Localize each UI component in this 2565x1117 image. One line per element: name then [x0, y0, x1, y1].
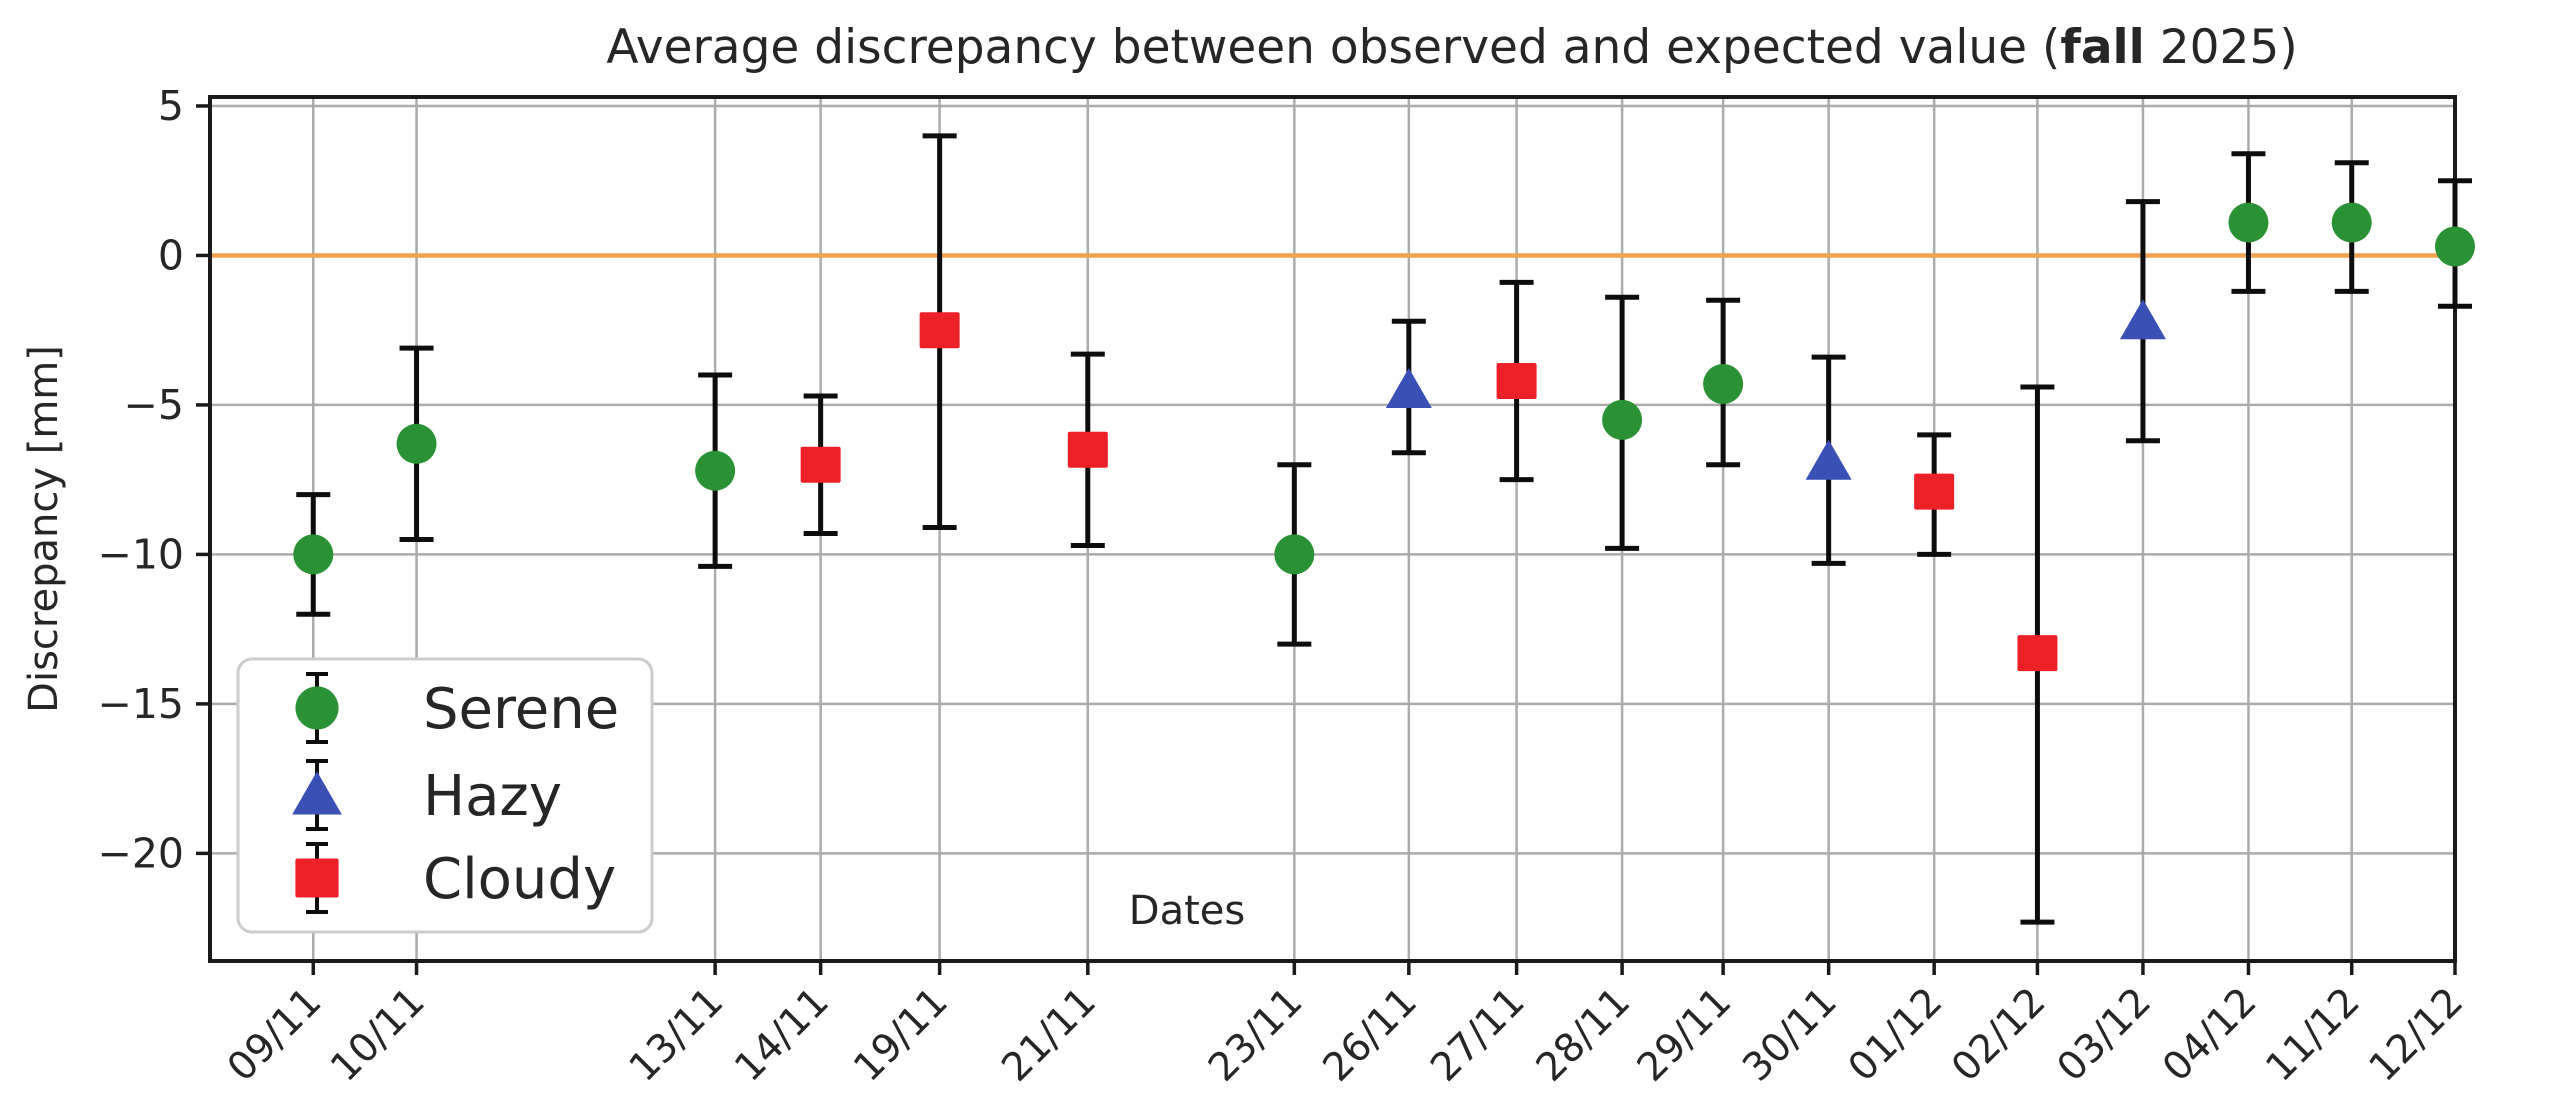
y-axis-label: Discrepancy [mm]: [21, 345, 67, 713]
legend-marker-hazy: [292, 771, 342, 815]
chart-title-bold-word: fall: [2060, 20, 2144, 75]
axes-spines: [208, 95, 2457, 963]
datapoint-14/11: [800, 393, 841, 536]
y-tick-label--20: −20: [97, 829, 184, 877]
legend: Serene Hazy Cloudy: [236, 657, 654, 934]
x-tick-label-29/11: 29/11: [1629, 979, 1740, 1090]
x-axis-label: Dates: [1129, 888, 1245, 934]
marker-cloudy-14/11: [800, 446, 841, 483]
marker-cloudy-19/11: [919, 312, 960, 349]
x-tick-label-02/12: 02/12: [1943, 979, 2054, 1090]
x-tick-label-23/11: 23/11: [1200, 979, 1311, 1090]
marker-serene-12/12: [2435, 226, 2475, 267]
datapoint-01/12: [1914, 432, 1955, 557]
legend-entry-hazy: Hazy: [292, 759, 562, 831]
marker-cloudy-02/12: [2017, 635, 2058, 672]
marker-serene-23/11: [1274, 534, 1315, 575]
datapoint-19/11: [919, 133, 960, 531]
legend-entry-cloudy: Cloudy: [295, 842, 616, 914]
marker-cloudy-21/11: [1067, 431, 1108, 468]
x-tick-label-30/11: 30/11: [1734, 979, 1845, 1090]
legend-marker-cloudy: [295, 858, 339, 898]
x-tick-label-13/11: 13/11: [621, 979, 732, 1090]
marker-hazy-03/12: [2119, 299, 2166, 340]
x-tick-label-21/11: 21/11: [994, 979, 1105, 1090]
y-tick-label--5: −5: [124, 381, 184, 429]
y-tick-label--10: −10: [97, 530, 184, 578]
x-tick-label-19/11: 19/11: [845, 979, 956, 1090]
chart-title-suffix: 2025): [2145, 20, 2298, 75]
x-tick-label-09/11: 09/11: [219, 979, 330, 1090]
x-tick-label-03/12: 03/12: [2049, 979, 2160, 1090]
legend-marker-serene: [295, 686, 339, 730]
datapoint-04/12: [2228, 151, 2269, 294]
chart-title: Average discrepancy between observed and…: [606, 20, 2297, 75]
legend-entry-serene: Serene: [295, 672, 619, 744]
y-tick-label--15: −15: [97, 680, 184, 728]
marker-serene-29/11: [1703, 364, 1744, 405]
x-tick-label-01/12: 01/12: [1840, 979, 1951, 1090]
datapoint-21/11: [1067, 351, 1108, 548]
datapoint-28/11: [1602, 294, 1643, 551]
marker-serene-28/11: [1602, 399, 1643, 440]
marker-cloudy-27/11: [1496, 363, 1537, 400]
datapoint-10/11: [396, 345, 437, 542]
x-tick-label-11/12: 11/12: [2257, 979, 2368, 1090]
datapoint-30/11: [1805, 354, 1852, 566]
marker-serene-13/11: [695, 450, 736, 491]
datapoint-02/12: [2017, 384, 2058, 925]
x-tick-label-10/11: 10/11: [322, 979, 433, 1090]
x-tick-label-14/11: 14/11: [726, 979, 837, 1090]
datapoint-09/11: [293, 492, 334, 617]
datapoint-12/12: [2435, 178, 2475, 309]
y-tick-label-0: 0: [158, 231, 184, 279]
x-tick-label-04/12: 04/12: [2154, 979, 2265, 1090]
legend-box: [236, 657, 654, 934]
datapoint-11/12: [2331, 160, 2372, 294]
marker-hazy-30/11: [1805, 439, 1852, 480]
x-tick-label-12/12: 12/12: [2361, 979, 2472, 1090]
x-tick-label-27/11: 27/11: [1422, 979, 1533, 1090]
legend-label-hazy: Hazy: [423, 764, 562, 829]
datapoint-27/11: [1496, 279, 1537, 483]
datapoint-29/11: [1703, 297, 1744, 468]
datapoint-03/12: [2119, 199, 2166, 444]
datapoint-23/11: [1274, 462, 1315, 647]
marker-serene-11/12: [2331, 202, 2372, 243]
marker-cloudy-01/12: [1914, 473, 1955, 510]
marker-serene-10/11: [396, 423, 437, 464]
datapoint-26/11: [1385, 318, 1432, 456]
x-tick-label-26/11: 26/11: [1315, 979, 1426, 1090]
legend-label-serene: Serene: [423, 677, 619, 742]
legend-label-cloudy: Cloudy: [423, 847, 616, 912]
y-tick-label-5: 5: [158, 82, 184, 130]
datapoint-13/11: [695, 372, 736, 569]
chart-title-prefix: Average discrepancy between observed and…: [606, 20, 2060, 75]
x-tick-label-28/11: 28/11: [1528, 979, 1639, 1090]
marker-hazy-26/11: [1385, 367, 1432, 408]
marker-serene-09/11: [293, 534, 334, 575]
marker-serene-04/12: [2228, 202, 2269, 243]
